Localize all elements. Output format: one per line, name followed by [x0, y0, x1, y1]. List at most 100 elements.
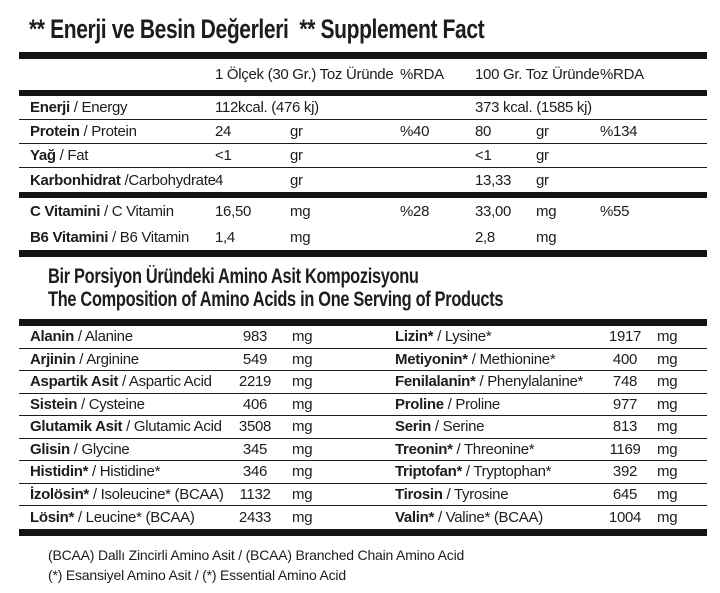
- amino-name-left: Lösin* / Leucine* (BCAA): [19, 509, 225, 526]
- amino-name-left-en: / Aspartic Acid: [121, 373, 212, 391]
- amino-unit-left: mg: [292, 508, 313, 526]
- unit-per-serving: gr: [290, 147, 303, 164]
- value-per-serving: 112kcal. (476 kj): [215, 99, 319, 116]
- page-title: ** Enerji ve Besin Değerleri ** Suppleme…: [29, 14, 485, 44]
- unit-per-100g: gr: [536, 171, 549, 189]
- amino-section-heading: Bir Porsiyon Üründeki Amino Asit Kompozi…: [19, 257, 707, 319]
- amino-value-left: 406: [242, 395, 268, 413]
- amino-name-left-en: / Alanine: [77, 328, 133, 346]
- amino-name-right-en: / Tyrosine: [446, 485, 509, 503]
- amino-acid-row: Lösin* / Leucine* (BCAA) 2433 mg Valin* …: [19, 506, 707, 529]
- divider-bar-top: [19, 52, 707, 59]
- value-per-serving: <1: [215, 147, 232, 164]
- amino-name-left-tr: Aspartik Asit: [30, 373, 119, 391]
- value-per-serving: 16,50: [215, 202, 252, 220]
- amino-value-right: 645: [612, 485, 638, 503]
- amino-name-left-en: / Leucine* (BCAA): [77, 508, 195, 526]
- amino-heading-english: The Composition of Amino Acids in One Se…: [48, 288, 504, 311]
- amino-name-right-en: / Serine: [434, 418, 485, 436]
- header-per-100g: 100 Gr. Toz Üründe: [475, 66, 600, 83]
- nutrition-row: Enerji / Energy 112kcal. (476 kj) 373 kc…: [19, 96, 707, 120]
- value-per-100g: <1: [475, 147, 492, 164]
- amino-name-right: Treonin* / Threonine*: [376, 441, 595, 458]
- amino-name-left-tr: Lösin*: [30, 508, 75, 526]
- nutrition-row: Protein / Protein 24 gr %40 80 gr %134: [19, 120, 707, 144]
- amino-unit-right: mg: [657, 373, 678, 391]
- amino-name-left: Glisin / Glycine: [19, 441, 225, 458]
- amino-value-right: 813: [612, 418, 638, 436]
- value-per-100g: 373 kcal. (1585 kj): [475, 99, 592, 116]
- amino-name-left-en: / Cysteine: [80, 395, 145, 413]
- amino-value-left: 2219: [238, 373, 272, 391]
- amino-acid-table: Alanin / Alanine 983 mg Lizin* / Lysine*…: [19, 326, 707, 529]
- rda-per-serving: %28: [400, 202, 430, 220]
- vitamin-name-tr: C Vitamini: [30, 202, 101, 220]
- amino-name-right-en: / Lysine*: [437, 328, 492, 346]
- amino-value-right: 1004: [608, 508, 642, 526]
- value-per-100g: 33,00: [475, 202, 512, 220]
- amino-name-right-en: / Threonine*: [456, 440, 535, 458]
- vitamin-name-en: / B6 Vitamin: [112, 228, 189, 246]
- amino-unit-left: mg: [292, 440, 313, 458]
- amino-name-left-en: / Histidine*: [92, 463, 161, 481]
- amino-acid-row: Sistein / Cysteine 406 mg Proline / Prol…: [19, 394, 707, 416]
- amino-unit-left: mg: [292, 463, 313, 481]
- amino-name-right-en: / Proline: [447, 395, 501, 413]
- amino-name-right-tr: Proline: [395, 395, 444, 413]
- label-sheet: 1 Ölçek (30 Gr.) Toz Üründe %RDA 100 Gr.…: [19, 52, 707, 585]
- amino-value-left: 345: [242, 440, 268, 458]
- amino-unit-left: mg: [292, 418, 313, 436]
- vitamin-name-en: / C Vitamin: [103, 202, 174, 220]
- amino-name-right: Triptofan* / Tryptophan*: [376, 463, 595, 480]
- nutrient-name: Enerji / Energy: [19, 99, 215, 116]
- unit-per-100g: gr: [536, 123, 549, 140]
- value-per-serving: 1,4: [215, 228, 235, 246]
- amino-acid-row: Aspartik Asit / Aspartic Acid 2219 mg Fe…: [19, 371, 707, 394]
- amino-name-right-tr: Serin: [395, 418, 432, 436]
- nutrient-name: Yağ / Fat: [19, 147, 215, 164]
- amino-unit-left: mg: [292, 485, 313, 503]
- amino-name-right-en: / Phenylalanine*: [479, 373, 584, 391]
- header-serving-size: 1 Ölçek (30 Gr.) Toz Üründe: [215, 66, 394, 83]
- amino-unit-right: mg: [657, 508, 678, 526]
- divider-bar: [19, 192, 707, 198]
- amino-unit-right: mg: [657, 440, 678, 458]
- nutrient-name-en: / Energy: [73, 99, 128, 116]
- amino-name-left-en: / Arginine: [79, 350, 139, 368]
- rda-per-100g: %134: [600, 123, 638, 140]
- value-per-100g: 13,33: [475, 171, 512, 189]
- amino-acid-row: Glisin / Glycine 345 mg Treonin* / Threo…: [19, 439, 707, 461]
- amino-value-left: 549: [242, 350, 268, 368]
- unit-per-100g: mg: [536, 228, 557, 246]
- vitamin-name: B6 Vitamini / B6 Vitamin: [19, 229, 215, 246]
- amino-acid-row: Glutamik Asit / Glutamic Acid 3508 mg Se…: [19, 416, 707, 439]
- header-rda-serving: %RDA: [400, 66, 444, 83]
- amino-name-left-tr: Glutamik Asit: [30, 418, 123, 436]
- amino-name-right: Fenilalanin* / Phenylalanine*: [376, 373, 595, 390]
- vitamin-row: B6 Vitamini / B6 Vitamin 1,4 mg 2,8 mg: [19, 224, 707, 250]
- amino-name-left-en: / Glycine: [73, 440, 130, 458]
- amino-name-left: İzolösin* / Isoleucine* (BCAA): [19, 486, 225, 503]
- amino-unit-right: mg: [657, 485, 678, 503]
- amino-name-right-tr: Lizin*: [395, 328, 434, 346]
- amino-heading-turkish: Bir Porsiyon Üründeki Amino Asit Kompozi…: [48, 265, 419, 288]
- amino-value-right: 977: [612, 395, 638, 413]
- amino-acid-row: Alanin / Alanine 983 mg Lizin* / Lysine*…: [19, 326, 707, 349]
- divider-bar: [19, 90, 707, 96]
- vitamin-name-tr: B6 Vitamini: [30, 228, 109, 246]
- value-per-serving: 24: [215, 123, 232, 140]
- vitamin-name: C Vitamini / C Vitamin: [19, 203, 215, 220]
- divider-bar-bottom: [19, 528, 707, 536]
- amino-value-left: 983: [242, 328, 268, 346]
- unit-per-serving: mg: [290, 228, 311, 246]
- nutrient-name-tr: Enerji: [30, 99, 70, 116]
- amino-value-right: 1169: [609, 440, 641, 458]
- footnote-bcaa: (BCAA) Dallı Zincirli Amino Asit / (BCAA…: [48, 546, 465, 563]
- amino-name-right-en: / Tryptophan*: [465, 463, 552, 481]
- amino-name-right: Metiyonin* / Methionine*: [376, 351, 595, 368]
- nutrition-row: Yağ / Fat <1 gr <1 gr: [19, 144, 707, 168]
- divider-bar: [19, 319, 707, 326]
- vitamin-row: C Vitamini / C Vitamin 16,50 mg %28 33,0…: [19, 198, 707, 224]
- amino-name-left-tr: Glisin: [30, 440, 70, 458]
